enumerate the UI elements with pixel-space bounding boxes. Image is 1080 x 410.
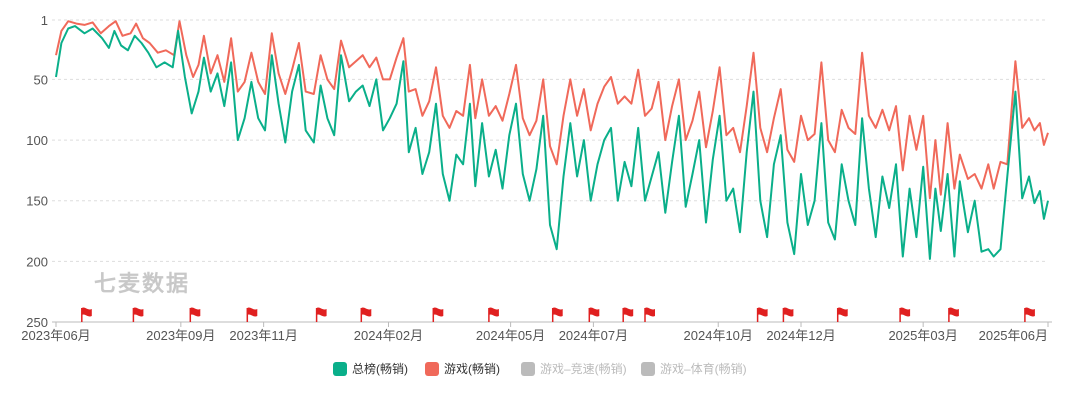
event-flag-icon[interactable] (432, 307, 444, 322)
event-flag-icon[interactable] (899, 307, 911, 322)
x-tick-label: 2024年12月 (766, 328, 835, 343)
y-tick-label: 250 (26, 315, 48, 330)
legend-item-0[interactable]: 总榜(畅销) (333, 361, 408, 376)
event-flag-icon[interactable] (488, 307, 499, 322)
legend-item-1[interactable]: 游戏(畅销) (425, 362, 500, 376)
event-flag-icon[interactable] (315, 307, 327, 322)
x-tick-label: 2025年06月 (979, 328, 1048, 343)
event-flag-icon[interactable] (189, 307, 201, 322)
series-layer (55, 20, 1049, 260)
event-flag-icon[interactable] (622, 307, 634, 322)
legend-swatch (425, 362, 439, 376)
y-tick-label: 50 (34, 72, 48, 87)
event-flag-icon[interactable] (836, 307, 848, 322)
legend-swatch (641, 362, 655, 376)
event-flag-icon[interactable] (756, 307, 768, 322)
y-tick-label: 100 (26, 133, 48, 148)
x-tick-label: 2024年07月 (559, 328, 628, 343)
legend-label: 游戏–竞速(畅销) (540, 362, 627, 376)
event-flag-icon[interactable] (132, 307, 144, 322)
event-flag-icon[interactable] (246, 307, 258, 322)
x-tick-label: 2024年05月 (476, 328, 545, 343)
event-flag-icon[interactable] (551, 307, 563, 322)
watermark-text: 七麦数据 (94, 271, 190, 296)
event-flag-layer[interactable] (81, 307, 1035, 322)
legend-label: 游戏(畅销) (444, 362, 500, 376)
legend-label: 游戏–体育(畅销) (660, 361, 747, 376)
series-line-1[interactable] (55, 20, 1049, 200)
event-flag-icon[interactable] (1024, 307, 1035, 322)
x-tick-label: 2023年11月 (229, 328, 297, 343)
event-flag-icon[interactable] (81, 307, 92, 322)
watermark-layer: 七麦数据 (94, 271, 190, 296)
legend-swatch (521, 362, 535, 376)
y-tick-label: 200 (26, 254, 48, 269)
series-line-0[interactable] (55, 25, 1049, 260)
x-tick-label: 2024年02月 (354, 328, 423, 343)
x-tick-label: 2023年09月 (146, 328, 215, 343)
event-flag-icon[interactable] (948, 307, 959, 322)
legend-item-2[interactable]: 游戏–竞速(畅销) (521, 362, 627, 376)
legend-item-3[interactable]: 游戏–体育(畅销) (641, 361, 747, 376)
legend-swatch (333, 362, 347, 376)
legend-label: 总榜(畅销) (352, 361, 408, 376)
event-flag-icon[interactable] (644, 307, 655, 322)
x-tick-label: 2025年03月 (888, 328, 957, 343)
y-tick-label: 150 (26, 194, 48, 209)
event-flag-icon[interactable] (782, 307, 794, 322)
event-flag-icon[interactable] (360, 307, 372, 322)
event-flag-icon[interactable] (588, 307, 600, 322)
legend[interactable]: 总榜(畅销) 游戏(畅销) 游戏–竞速(畅销) 游戏–体育(畅销) (333, 361, 747, 376)
y-tick-label: 1 (41, 13, 48, 28)
x-tick-label: 2024年10月 (684, 328, 753, 343)
x-tick-label: 2023年06月 (21, 328, 90, 343)
